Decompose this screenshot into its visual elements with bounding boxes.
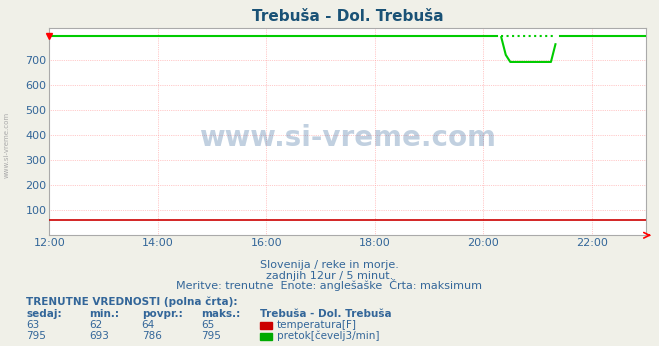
Text: Meritve: trenutne  Enote: anglešaške  Črta: maksimum: Meritve: trenutne Enote: anglešaške Črta… (177, 279, 482, 291)
Text: 62: 62 (89, 320, 102, 330)
Text: min.:: min.: (89, 309, 119, 319)
Title: Trebuša - Dol. Trebuša: Trebuša - Dol. Trebuša (252, 9, 444, 24)
Text: www.si-vreme.com: www.si-vreme.com (199, 124, 496, 152)
Text: 795: 795 (201, 331, 221, 341)
Text: zadnjih 12ur / 5 minut.: zadnjih 12ur / 5 minut. (266, 271, 393, 281)
Text: 786: 786 (142, 331, 161, 341)
Text: 63: 63 (26, 320, 40, 330)
Text: 693: 693 (89, 331, 109, 341)
Text: sedaj:: sedaj: (26, 309, 62, 319)
Text: 65: 65 (201, 320, 214, 330)
Text: Trebuša - Dol. Trebuša: Trebuša - Dol. Trebuša (260, 309, 392, 319)
Text: 795: 795 (26, 331, 46, 341)
Text: temperatura[F]: temperatura[F] (277, 320, 357, 330)
Text: TRENUTNE VREDNOSTI (polna črta):: TRENUTNE VREDNOSTI (polna črta): (26, 297, 238, 307)
Text: pretok[čevelj3/min]: pretok[čevelj3/min] (277, 330, 380, 341)
Text: maks.:: maks.: (201, 309, 241, 319)
Text: povpr.:: povpr.: (142, 309, 183, 319)
Text: 64: 64 (142, 320, 155, 330)
Text: Slovenija / reke in morje.: Slovenija / reke in morje. (260, 260, 399, 270)
Text: www.si-vreme.com: www.si-vreme.com (3, 112, 10, 179)
